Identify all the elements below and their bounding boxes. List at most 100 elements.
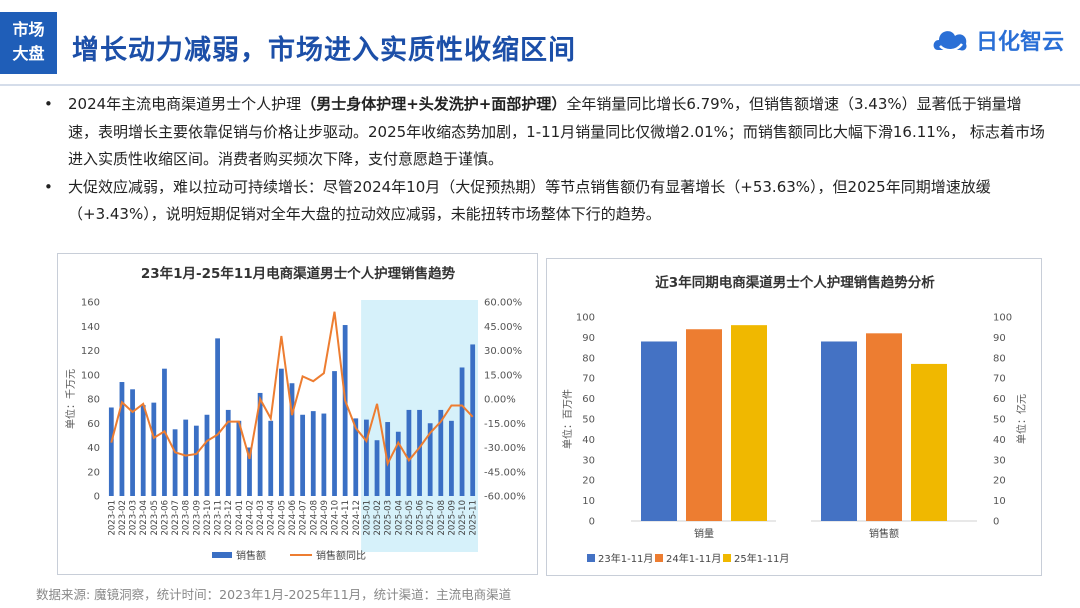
comparison-bar — [686, 329, 722, 521]
y-tick-label: 70 — [582, 374, 595, 385]
sales-bar — [268, 420, 274, 496]
sales-bar — [300, 414, 306, 496]
x-tick-label: 2023-11 — [214, 500, 224, 536]
x-tick-label: 2025-02 — [373, 500, 383, 536]
x-tick-label: 2023-09 — [192, 500, 202, 536]
sales-bar — [321, 413, 327, 496]
y-tick-label: 20 — [87, 467, 100, 478]
page-title: 增长动力减弱，市场进入实质性收缩区间 — [72, 35, 576, 66]
summary-bullets: • 2024年主流电商渠道男士个人护理（男士身体护理+头发洗护+面部护理）全年销… — [36, 91, 1046, 229]
y2-tick-label: 0 — [993, 517, 999, 528]
x-tick-label: 2024-09 — [320, 500, 330, 536]
logo-text: 日化智云 — [976, 30, 1065, 55]
x-tick-label: 2024-06 — [288, 500, 298, 536]
sales-bar — [193, 425, 199, 496]
x-tick-label: 2025-11 — [469, 500, 479, 536]
legend-label-yoy: 销售额同比 — [316, 549, 366, 562]
bullet-bold-text: （男士身体护理+头发洗护+面部护理） — [301, 95, 567, 113]
y-tick-label: 0 — [94, 492, 100, 503]
x-tick-label: 2023-07 — [171, 500, 181, 536]
sales-bar — [470, 344, 476, 496]
x-tick-label: 2023-06 — [160, 500, 170, 536]
comparison-bar — [821, 341, 857, 521]
x-tick-label: 2023-12 — [224, 500, 234, 536]
y-tick-label: 140 — [81, 322, 100, 333]
bullet-text: 2024年主流电商渠道男士个人护理 — [68, 95, 302, 113]
x-tick-label: 2025-06 — [416, 500, 426, 536]
y2-tick-label: 50 — [993, 415, 1006, 426]
sales-bar — [172, 429, 178, 496]
y2-tick-label: 70 — [993, 374, 1006, 385]
y2-tick-label: 20 — [993, 476, 1006, 487]
x-tick-label: 2025-04 — [394, 500, 404, 536]
sales-bar — [310, 411, 316, 496]
x-tick-label: 2023-08 — [182, 500, 192, 536]
y-tick-label: 20 — [582, 476, 595, 487]
x-tick-label: 2025-08 — [437, 500, 447, 536]
y-tick-label: 100 — [576, 313, 595, 324]
sales-bar — [459, 367, 465, 496]
comparison-bar — [866, 333, 902, 521]
sales-bar — [151, 402, 157, 496]
sales-bar — [395, 431, 401, 496]
sales-bar — [438, 409, 444, 496]
y2-tick-label: 60 — [993, 394, 1006, 405]
x-tick-label: 2024-02 — [245, 500, 255, 536]
x-tick-label: 2023-04 — [139, 500, 149, 536]
sales-bar — [257, 392, 263, 496]
y-tick-label: 80 — [87, 395, 100, 406]
sales-bar — [289, 383, 295, 496]
yoy-chart-card: 近3年同期电商渠道男士个人护理销售趋势分析 单位：百万件 单位：亿元 0 0 10 10 20… — [546, 258, 1042, 576]
x-tick-label: 2025-10 — [458, 500, 468, 536]
bullet-text: 大促效应减弱，难以拉动可持续增长：尽管2024年10月（大促预热期）等节点销售额… — [68, 177, 991, 224]
legend-swatch — [587, 554, 595, 562]
y2-tick-label: -60.00% — [484, 492, 526, 503]
source-note: 数据来源: 魔镜洞察，统计时间：2023年1月-2025年11月，统计渠道：主流… — [36, 587, 512, 602]
sales-bar — [417, 409, 422, 496]
legend-swatch — [655, 554, 663, 562]
y2-tick-label: 100 — [993, 313, 1012, 324]
x-tick-label: 2024-07 — [299, 500, 309, 536]
x-tick-label: 2024-12 — [352, 500, 362, 536]
y-tick-label: 30 — [582, 455, 595, 466]
x-tick-label: 2024-03 — [256, 500, 266, 536]
legend-swatch — [723, 554, 731, 562]
sales-bar — [119, 382, 125, 496]
y-tick-label: 160 — [81, 298, 100, 309]
brand-logo: 日化智云 — [930, 20, 1064, 60]
x-tick-label: 2024-01 — [235, 500, 245, 536]
y-tick-label: 40 — [582, 435, 595, 446]
y2-tick-label: 80 — [993, 353, 1006, 364]
chart-title: 23年1月-25年11月电商渠道男士个人护理销售趋势 — [141, 265, 456, 282]
x-tick-label: 2025-05 — [405, 500, 415, 536]
y-tick-label: 60 — [582, 394, 595, 405]
y-axis-label: 单位：百万件 — [561, 389, 574, 449]
x-tick-label: 2025-07 — [426, 500, 436, 536]
x-tick-label: 2024-05 — [277, 500, 287, 536]
sales-bar — [225, 409, 231, 496]
sales-bar — [140, 405, 146, 496]
trend-chart-card: 23年1月-25年11月电商渠道男士个人护理销售趋势 单位：千万元 0 20 40 60 8… — [57, 253, 538, 575]
y-tick-label: 90 — [582, 333, 595, 344]
y2-tick-label: 10 — [993, 496, 1006, 507]
sales-bar — [278, 368, 284, 496]
sales-bar — [449, 420, 454, 496]
x-tick-label: 2023-02 — [118, 500, 128, 536]
sales-bar — [130, 389, 135, 496]
x-tick-label: 2023-05 — [150, 500, 160, 536]
legend-label: 25年1-11月 — [734, 552, 789, 565]
x-tick-label: 2025-01 — [362, 500, 372, 536]
sales-bar — [332, 371, 337, 496]
comparison-bar — [641, 341, 677, 521]
y-tick-label: 80 — [582, 353, 595, 364]
y2-tick-label: -15.00% — [484, 419, 526, 430]
y2-tick-label: -45.00% — [484, 467, 526, 478]
y-tick-label: 50 — [582, 415, 595, 426]
legend-label-sales: 销售额 — [236, 549, 266, 562]
y2-tick-label: 30.00% — [484, 346, 522, 357]
x-tick-label: 2023-10 — [203, 500, 213, 536]
sales-bar — [353, 418, 359, 496]
y2-tick-label: 60.00% — [484, 298, 522, 309]
